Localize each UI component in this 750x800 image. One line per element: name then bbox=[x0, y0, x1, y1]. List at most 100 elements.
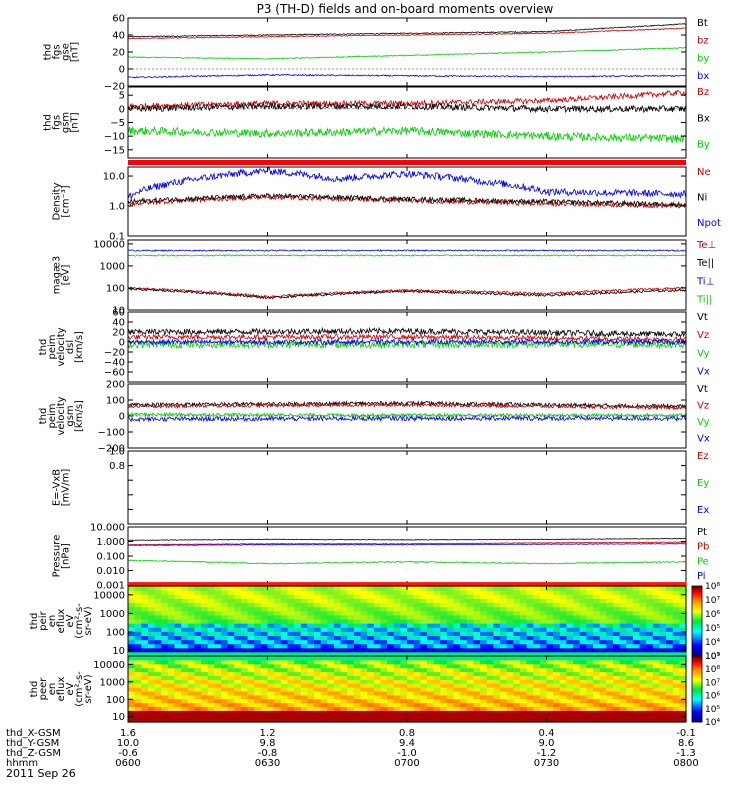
heatmap-cell bbox=[446, 635, 455, 641]
heatmap-cell bbox=[360, 656, 368, 661]
heatmap-cell bbox=[566, 635, 574, 641]
heatmap-cell bbox=[599, 695, 607, 700]
heatmap-cell bbox=[460, 635, 468, 641]
heatmap-cell bbox=[174, 687, 182, 692]
heatmap-cell bbox=[247, 610, 255, 616]
heatmap-cell bbox=[327, 710, 335, 715]
heatmap-cell bbox=[506, 602, 514, 608]
heatmap-cell bbox=[380, 691, 388, 696]
heatmap-cell bbox=[460, 606, 468, 612]
heatmap-cell bbox=[234, 610, 242, 616]
heatmap-cell bbox=[486, 675, 494, 680]
heatmap-cell bbox=[128, 695, 136, 700]
heatmap-cell bbox=[340, 667, 348, 673]
heatmap-cell bbox=[260, 667, 269, 673]
heatmap-cell bbox=[500, 675, 508, 680]
heatmap-cell bbox=[579, 631, 587, 637]
heatmap-cell bbox=[287, 663, 295, 669]
heatmap-cell bbox=[500, 663, 508, 669]
heatmap-cell bbox=[221, 671, 229, 677]
heatmap-cell bbox=[433, 610, 441, 616]
heatmap-cell bbox=[533, 679, 541, 684]
heatmap-cell bbox=[526, 660, 534, 665]
heatmap-cell bbox=[247, 623, 255, 628]
heatmap-cell bbox=[433, 590, 441, 595]
heatmap-cell bbox=[659, 710, 667, 715]
heatmap-cell bbox=[300, 615, 308, 620]
heatmap-cell bbox=[187, 619, 196, 624]
ytick-label: 1000 bbox=[100, 261, 125, 272]
ylabel-temperature-1: [eV] bbox=[61, 265, 72, 286]
heatmap-cell bbox=[553, 660, 561, 665]
heatmap-cell bbox=[433, 710, 441, 715]
heatmap-cell bbox=[473, 615, 481, 620]
heatmap-cell bbox=[314, 627, 322, 632]
heatmap-cell bbox=[599, 691, 607, 696]
heatmap-cell bbox=[187, 691, 196, 696]
heatmap-cell bbox=[460, 702, 468, 708]
heatmap-cell bbox=[632, 652, 641, 657]
heatmap-cell bbox=[227, 615, 235, 620]
heatmap-cell bbox=[274, 623, 282, 628]
colorbar-cell bbox=[692, 672, 702, 675]
heatmap-cell bbox=[539, 627, 548, 632]
heatmap-cell bbox=[486, 695, 494, 700]
heatmap-cell bbox=[426, 718, 435, 723]
heatmap-cell bbox=[167, 687, 176, 692]
heatmap-cell bbox=[573, 606, 581, 612]
heatmap-cell bbox=[666, 714, 674, 719]
heatmap-cell bbox=[147, 639, 156, 645]
heatmap-cell bbox=[214, 675, 222, 680]
heatmap-cell bbox=[373, 606, 382, 612]
heatmap-cell bbox=[254, 683, 262, 688]
panel-pressure: Pressure[nPa]PtPbPePi0.0010.0100.1001.00… bbox=[52, 523, 710, 592]
heatmap-cell bbox=[247, 586, 255, 591]
heatmap-cell bbox=[593, 619, 601, 624]
heatmap-cell bbox=[679, 635, 687, 641]
heatmap-cell bbox=[519, 660, 528, 665]
heatmap-cell bbox=[559, 594, 568, 599]
heatmap-cell bbox=[566, 590, 574, 595]
heatmap-cell bbox=[367, 635, 375, 641]
heatmap-cell bbox=[201, 615, 209, 620]
heatmap-cell bbox=[593, 643, 601, 649]
heatmap-cell bbox=[174, 610, 182, 616]
heatmap-cell bbox=[440, 610, 448, 616]
heatmap-cell bbox=[632, 586, 641, 591]
heatmap-cell bbox=[154, 652, 162, 657]
heatmap-cell bbox=[513, 663, 521, 669]
ylabel-peim-dsl-3: dsl bbox=[65, 340, 76, 354]
heatmap-cell bbox=[539, 602, 548, 608]
heatmap-cell bbox=[593, 586, 601, 591]
heatmap-cell bbox=[413, 598, 421, 604]
heatmap-cell bbox=[373, 586, 382, 591]
heatmap-cell bbox=[167, 702, 176, 708]
heatmap-cell bbox=[194, 660, 202, 665]
heatmap-cell bbox=[194, 656, 202, 661]
heatmap-cell bbox=[619, 663, 627, 669]
heatmap-cell bbox=[539, 702, 548, 708]
heatmap-cell bbox=[287, 647, 295, 653]
heatmap-cell bbox=[300, 698, 308, 704]
axis-row-value: 9.8 bbox=[260, 738, 276, 749]
heatmap-cell bbox=[672, 671, 680, 677]
heatmap-cell bbox=[134, 702, 142, 708]
heatmap-cell bbox=[307, 619, 315, 624]
heatmap-cell bbox=[426, 710, 435, 715]
heatmap-cell bbox=[400, 594, 408, 599]
heatmap-cell bbox=[407, 598, 415, 604]
heatmap-cell bbox=[327, 652, 335, 657]
heatmap-cell bbox=[659, 660, 667, 665]
heatmap-cell bbox=[307, 631, 315, 637]
heatmap-cell bbox=[679, 631, 687, 637]
heatmap-cell bbox=[646, 619, 654, 624]
heatmap-cell bbox=[247, 643, 255, 649]
heatmap-cell bbox=[586, 627, 594, 632]
heatmap-cell bbox=[347, 652, 355, 657]
heatmap-cell bbox=[227, 714, 235, 719]
heatmap-cell bbox=[187, 667, 196, 673]
heatmap-cell bbox=[128, 602, 136, 608]
heatmap-cell bbox=[593, 635, 601, 641]
heatmap-cell bbox=[267, 652, 275, 657]
heatmap-cell bbox=[167, 598, 176, 604]
